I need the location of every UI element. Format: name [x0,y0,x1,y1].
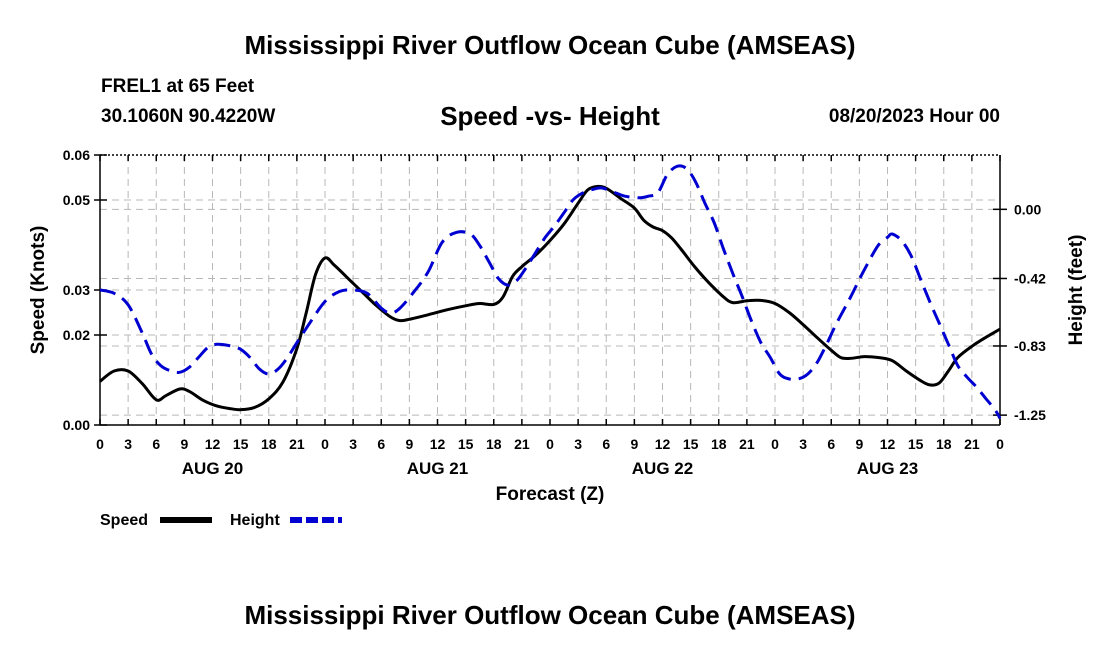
x-tick-label: 9 [180,436,188,452]
x-tick-label: 21 [514,436,530,452]
x-tick-label: 21 [964,436,980,452]
x-tick-label: 3 [799,436,807,452]
y2-axis-label: Height (feet) [1066,235,1087,346]
day-label: AUG 23 [857,459,918,478]
x-tick-label: 0 [771,436,779,452]
x-tick-label: 3 [574,436,582,452]
x-tick-label: 21 [739,436,755,452]
series-line-speed [99,184,1001,412]
x-tick-label: 18 [936,436,952,452]
x-tick-label: 3 [124,436,132,452]
x-tick-label: 15 [683,436,699,452]
chart-title: Speed -vs- Height [440,101,660,131]
x-tick-label: 0 [996,436,1004,452]
series-line-height [99,164,1002,420]
x-tick-label: 21 [289,436,305,452]
x-tick-label: 15 [233,436,249,452]
x-tick-label: 15 [458,436,474,452]
x-tick-label: 12 [430,436,446,452]
x-tick-label: 0 [96,436,104,452]
x-tick-label: 18 [711,436,727,452]
x-tick-label: 9 [405,436,413,452]
x-tick-label: 3 [349,436,357,452]
y-axis-label: Speed (Knots) [28,226,49,355]
legend-label-height: Height [230,512,280,529]
x-tick-label: 0 [321,436,329,452]
day-label: AUG 21 [407,459,468,478]
x-tick-label: 0 [546,436,554,452]
x-tick-label: 12 [205,436,221,452]
y-tick-label: 0.05 [63,192,90,208]
footer-title: Mississippi River Outflow Ocean Cube (AM… [244,600,856,630]
x-tick-label: 6 [602,436,610,452]
y-tick-label: 0.02 [63,327,90,343]
x-axis-label: Forecast (Z) [496,484,605,505]
y-tick-label: 0.00 [63,417,90,433]
x-tick-label: 12 [655,436,671,452]
x-tick-label: 12 [880,436,896,452]
day-label: AUG 22 [632,459,693,478]
y2-tick-label: -1.25 [1014,407,1046,423]
x-tick-label: 6 [827,436,835,452]
y2-tick-label: 0.00 [1014,201,1041,217]
x-tick-label: 9 [630,436,638,452]
y2-tick-label: -0.83 [1014,338,1046,354]
x-tick-label: 6 [377,436,385,452]
coordinates-label: 30.1060N 90.4220W [101,106,276,127]
x-tick-label: 9 [855,436,863,452]
y-tick-label: 0.03 [63,282,90,298]
y-tick-label: 0.06 [63,147,90,163]
day-label: AUG 20 [182,459,243,478]
x-tick-label: 18 [261,436,277,452]
legend-label-speed: Speed [100,512,148,529]
x-tick-label: 6 [152,436,160,452]
y2-tick-label: -0.42 [1014,270,1046,286]
x-tick-label: 18 [486,436,502,452]
x-tick-label: 15 [908,436,924,452]
forecast-date-label: 08/20/2023 Hour 00 [828,106,1000,127]
station-label: FREL1 at 65 Feet [101,76,255,97]
main-title: Mississippi River Outflow Ocean Cube (AM… [244,30,856,60]
